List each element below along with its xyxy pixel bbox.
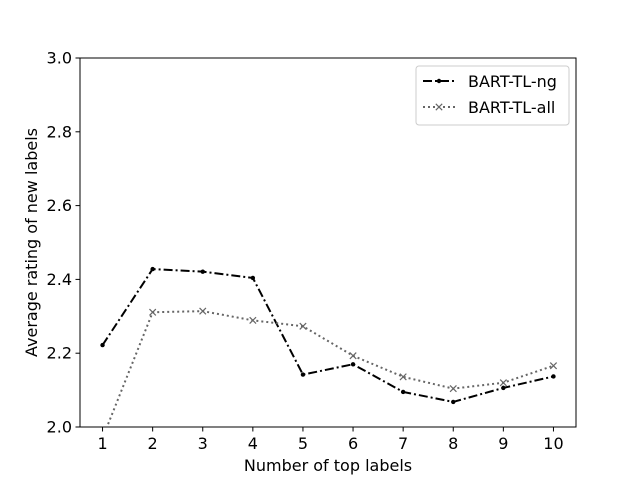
series-line-bart-tl-all <box>105 310 554 427</box>
data-point-bart-tl-ng-1 <box>100 342 105 348</box>
y-tick-label: 2.4 <box>47 270 72 289</box>
data-point-bart-tl-ng-6 <box>350 362 356 367</box>
data-point-bart-tl-all-8 <box>449 384 457 393</box>
series-line-bart-tl-ng <box>101 268 554 403</box>
data-point-bart-tl-ng-5 <box>300 372 306 377</box>
data-point-bart-tl-ng-legend <box>436 78 442 84</box>
y-axis-label: Average rating of new labels <box>22 128 41 357</box>
legend-label-bart-tl-all: BART-TL-all <box>468 98 555 117</box>
data-point-bart-tl-ng-3 <box>200 269 205 274</box>
data-point-bart-tl-all-legend <box>435 103 443 111</box>
plot-area-frame <box>79 57 577 428</box>
y-tick-label: 2.2 <box>47 344 72 363</box>
data-point-bart-tl-ng-9 <box>501 385 506 391</box>
data-point-bart-tl-all-6 <box>349 352 357 360</box>
x-tick-label: 3 <box>198 434 208 453</box>
y-tick-label: 2.8 <box>47 122 72 141</box>
x-tick-label: 6 <box>348 434 358 453</box>
x-tick-label: 10 <box>543 434 563 453</box>
legend-label-bart-tl-ng: BART-TL-ng <box>468 72 557 91</box>
legend-entry-bart-tl-all: BART-TL-all <box>423 98 555 117</box>
y-tick-label: 3.0 <box>47 49 72 68</box>
x-tick-label: 1 <box>97 434 107 453</box>
x-tick-label: 5 <box>298 434 308 453</box>
legend-frame <box>415 65 570 126</box>
legend-entry-bart-tl-ng: BART-TL-ng <box>423 72 557 91</box>
data-point-bart-tl-ng-10 <box>551 374 556 379</box>
legend: BART-TL-ng BART-TL-all <box>415 65 570 126</box>
series-layer <box>100 266 558 427</box>
data-point-bart-tl-all-10 <box>549 362 558 370</box>
data-point-bart-tl-all-4 <box>249 316 257 324</box>
data-point-bart-tl-all-3 <box>199 307 207 315</box>
data-point-bart-tl-all-9 <box>499 379 507 387</box>
data-point-bart-tl-all-2 <box>149 308 157 316</box>
x-tick-label: 8 <box>448 434 458 453</box>
data-point-bart-tl-ng-8 <box>451 399 456 405</box>
data-point-bart-tl-ng-4 <box>250 275 256 281</box>
y-tick-label: 2.0 <box>47 418 72 437</box>
x-axis-ticks: 1 2 3 4 5 6 7 8 9 10 <box>97 427 564 453</box>
x-tick-label: 7 <box>398 434 408 453</box>
x-tick-label: 2 <box>148 434 158 453</box>
data-point-bart-tl-ng-7 <box>400 389 406 395</box>
data-point-bart-tl-all-5 <box>299 322 307 330</box>
x-axis-label: Number of top labels <box>244 456 412 475</box>
data-point-bart-tl-all-7 <box>399 373 407 381</box>
x-tick-label: 4 <box>248 434 258 453</box>
y-axis-ticks: 2.0 2.2 2.4 2.6 2.8 3.0 <box>47 49 80 437</box>
y-tick-label: 2.6 <box>47 196 72 215</box>
x-tick-label: 9 <box>498 434 508 453</box>
data-point-bart-tl-ng-2 <box>150 266 155 272</box>
